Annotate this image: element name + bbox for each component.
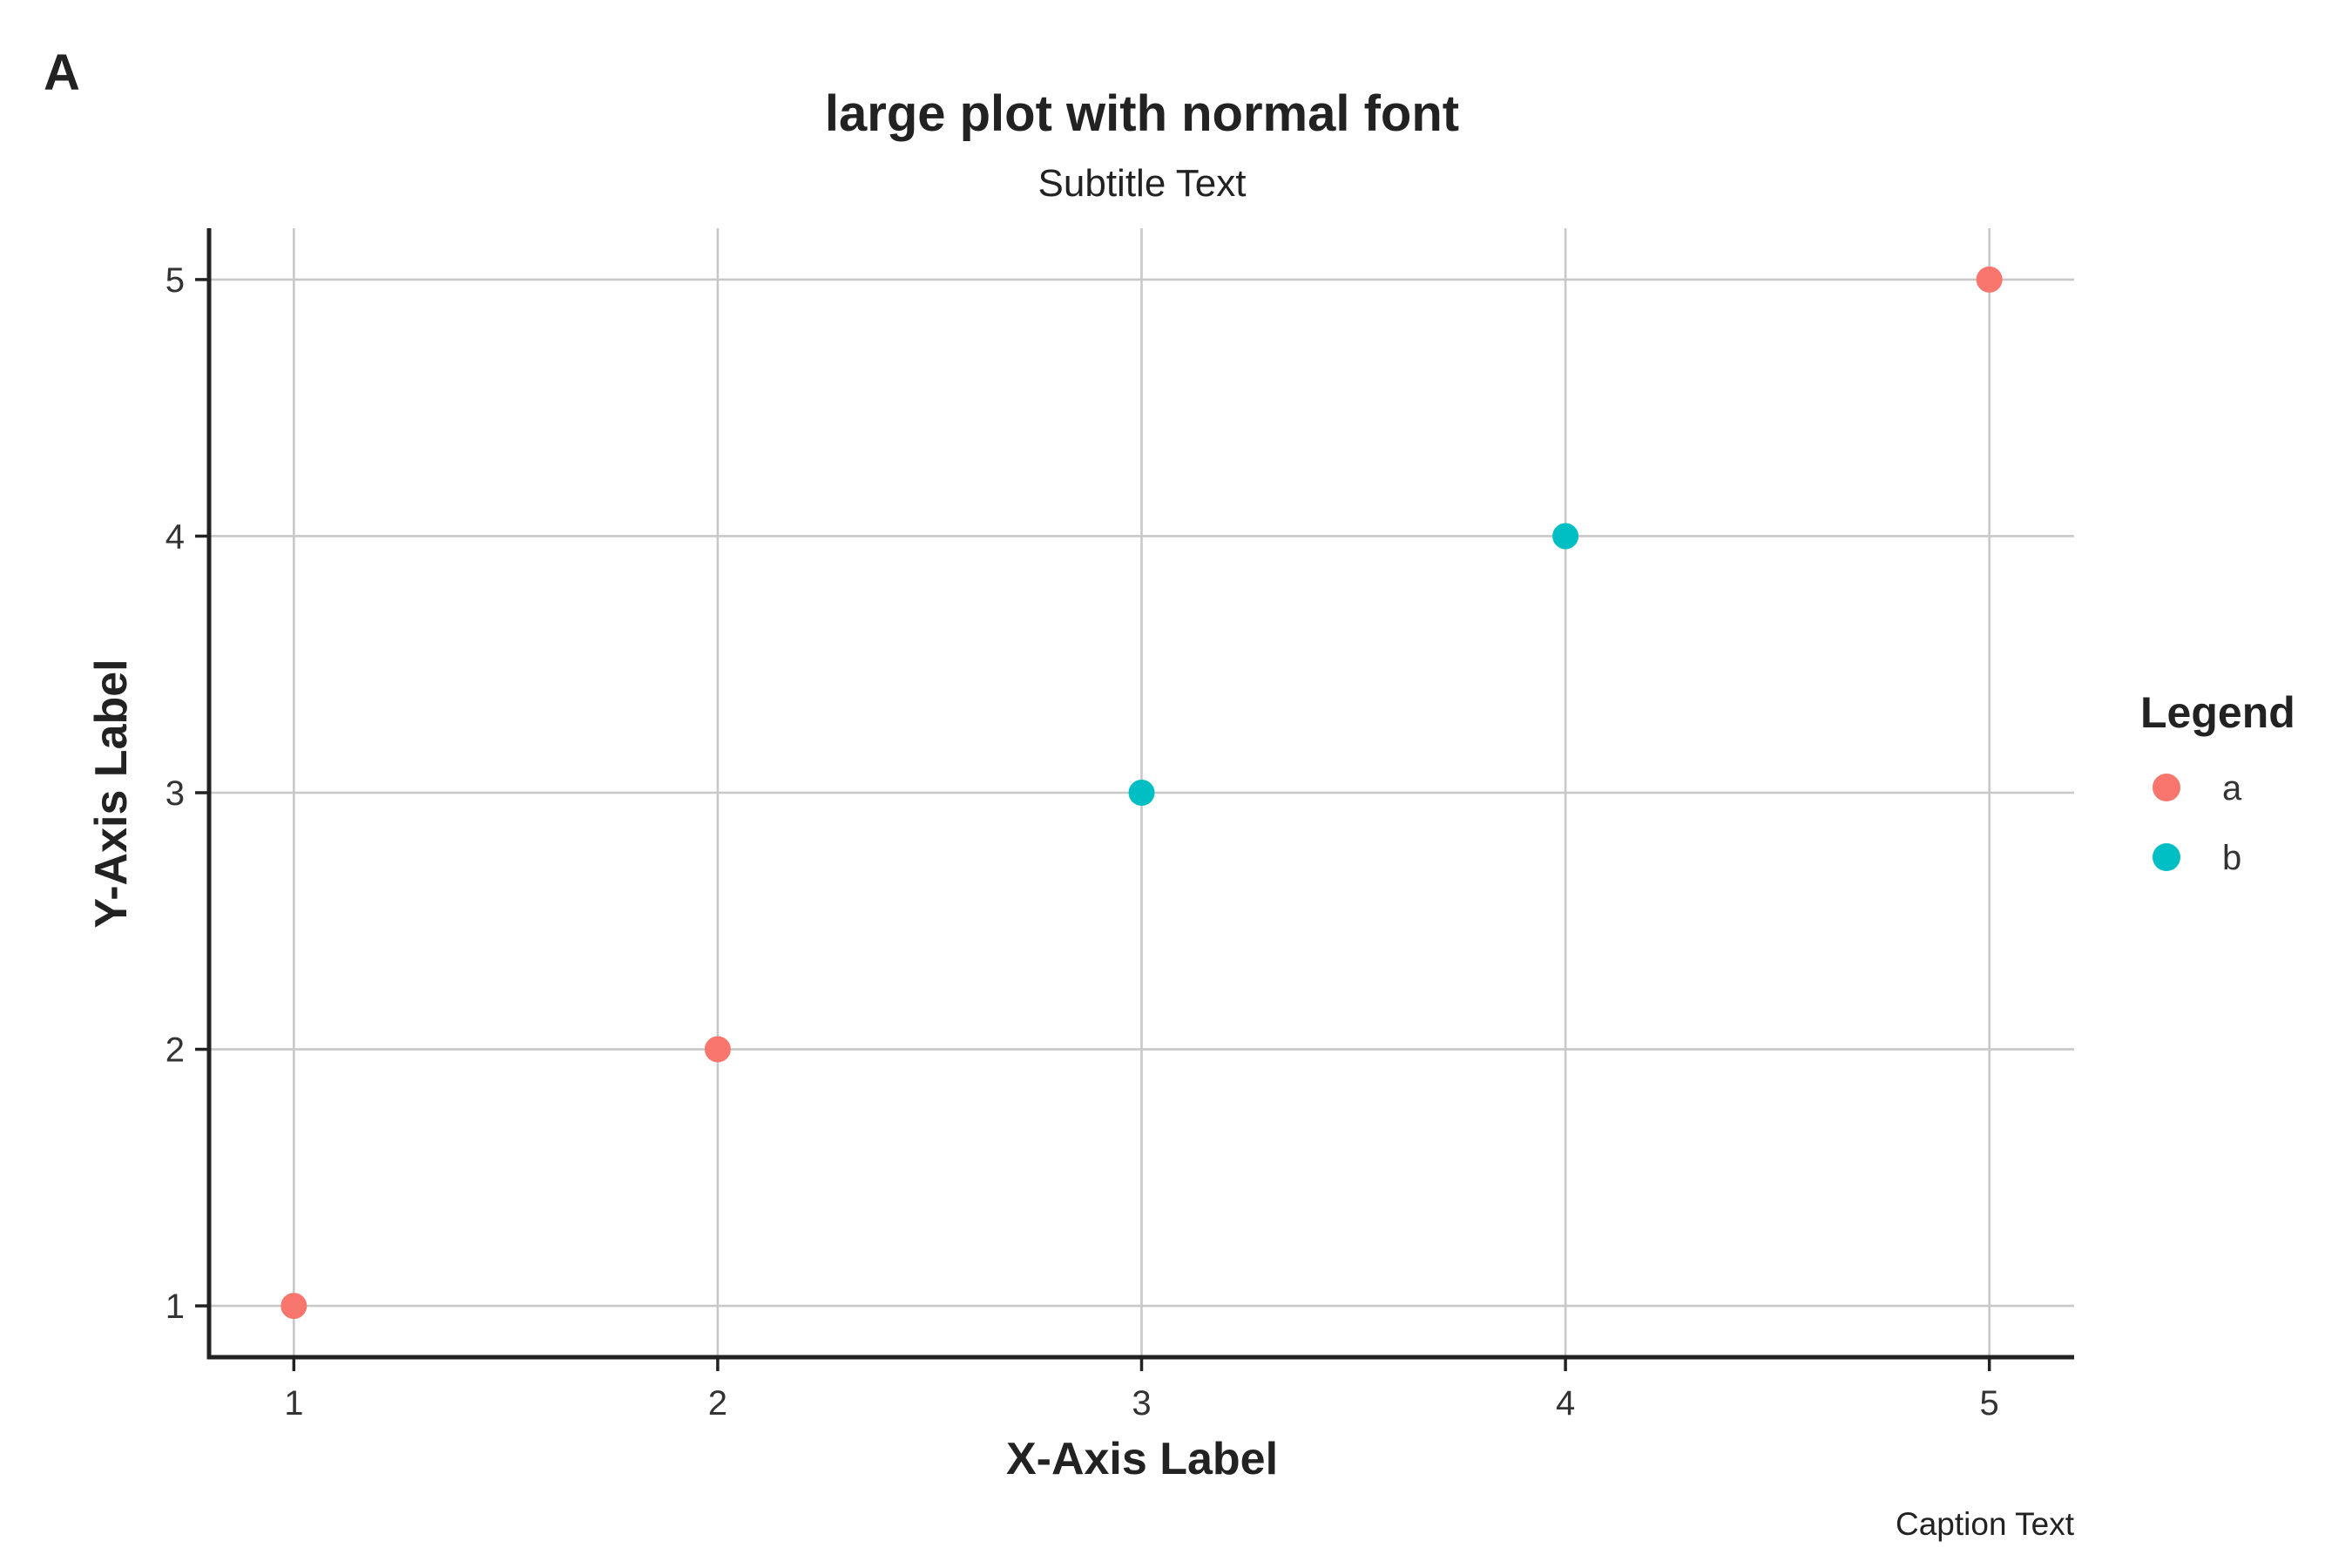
y-tick-label-4: 4 (166, 517, 185, 556)
x-tick-label-1: 1 (284, 1384, 303, 1423)
legend-key-a (2153, 774, 2180, 801)
point-a-3 (1976, 266, 2003, 293)
chart-title: large plot with normal font (825, 85, 1459, 142)
axis-lines (206, 228, 2074, 1360)
tick-marks: 1 2 3 4 5 1 2 3 4 5 (166, 261, 1999, 1423)
point-b-2 (1552, 523, 1579, 550)
point-a-1 (280, 1293, 308, 1320)
x-tick-label-4: 4 (1556, 1384, 1575, 1423)
x-tick-label-3: 3 (1132, 1384, 1151, 1423)
point-b-1 (1128, 780, 1155, 806)
x-axis-title: X-Axis Label (1006, 1434, 1278, 1484)
y-tick-label-1: 1 (166, 1288, 185, 1326)
panel-tag: A (44, 44, 80, 101)
y-axis-title: Y-Axis Label (86, 659, 137, 928)
y-tick-label-3: 3 (166, 774, 185, 813)
x-tick-label-5: 5 (1980, 1384, 1999, 1423)
data-points (280, 266, 2003, 1320)
legend-label-a: a (2222, 769, 2242, 808)
y-tick-label-5: 5 (166, 261, 185, 300)
legend-label-b: b (2222, 839, 2241, 877)
gridlines (209, 228, 2074, 1357)
y-tick-label-2: 2 (166, 1031, 185, 1070)
chart-caption: Caption Text (1896, 1506, 2075, 1542)
axes (206, 228, 2074, 1360)
x-tick-label-2: 2 (708, 1384, 727, 1423)
legend-title: Legend (2140, 688, 2295, 737)
legend-key-b (2153, 843, 2180, 871)
chart-subtitle: Subtitle Text (1038, 162, 1247, 205)
point-a-2 (704, 1036, 731, 1063)
legend: Legend ab (2140, 688, 2295, 877)
